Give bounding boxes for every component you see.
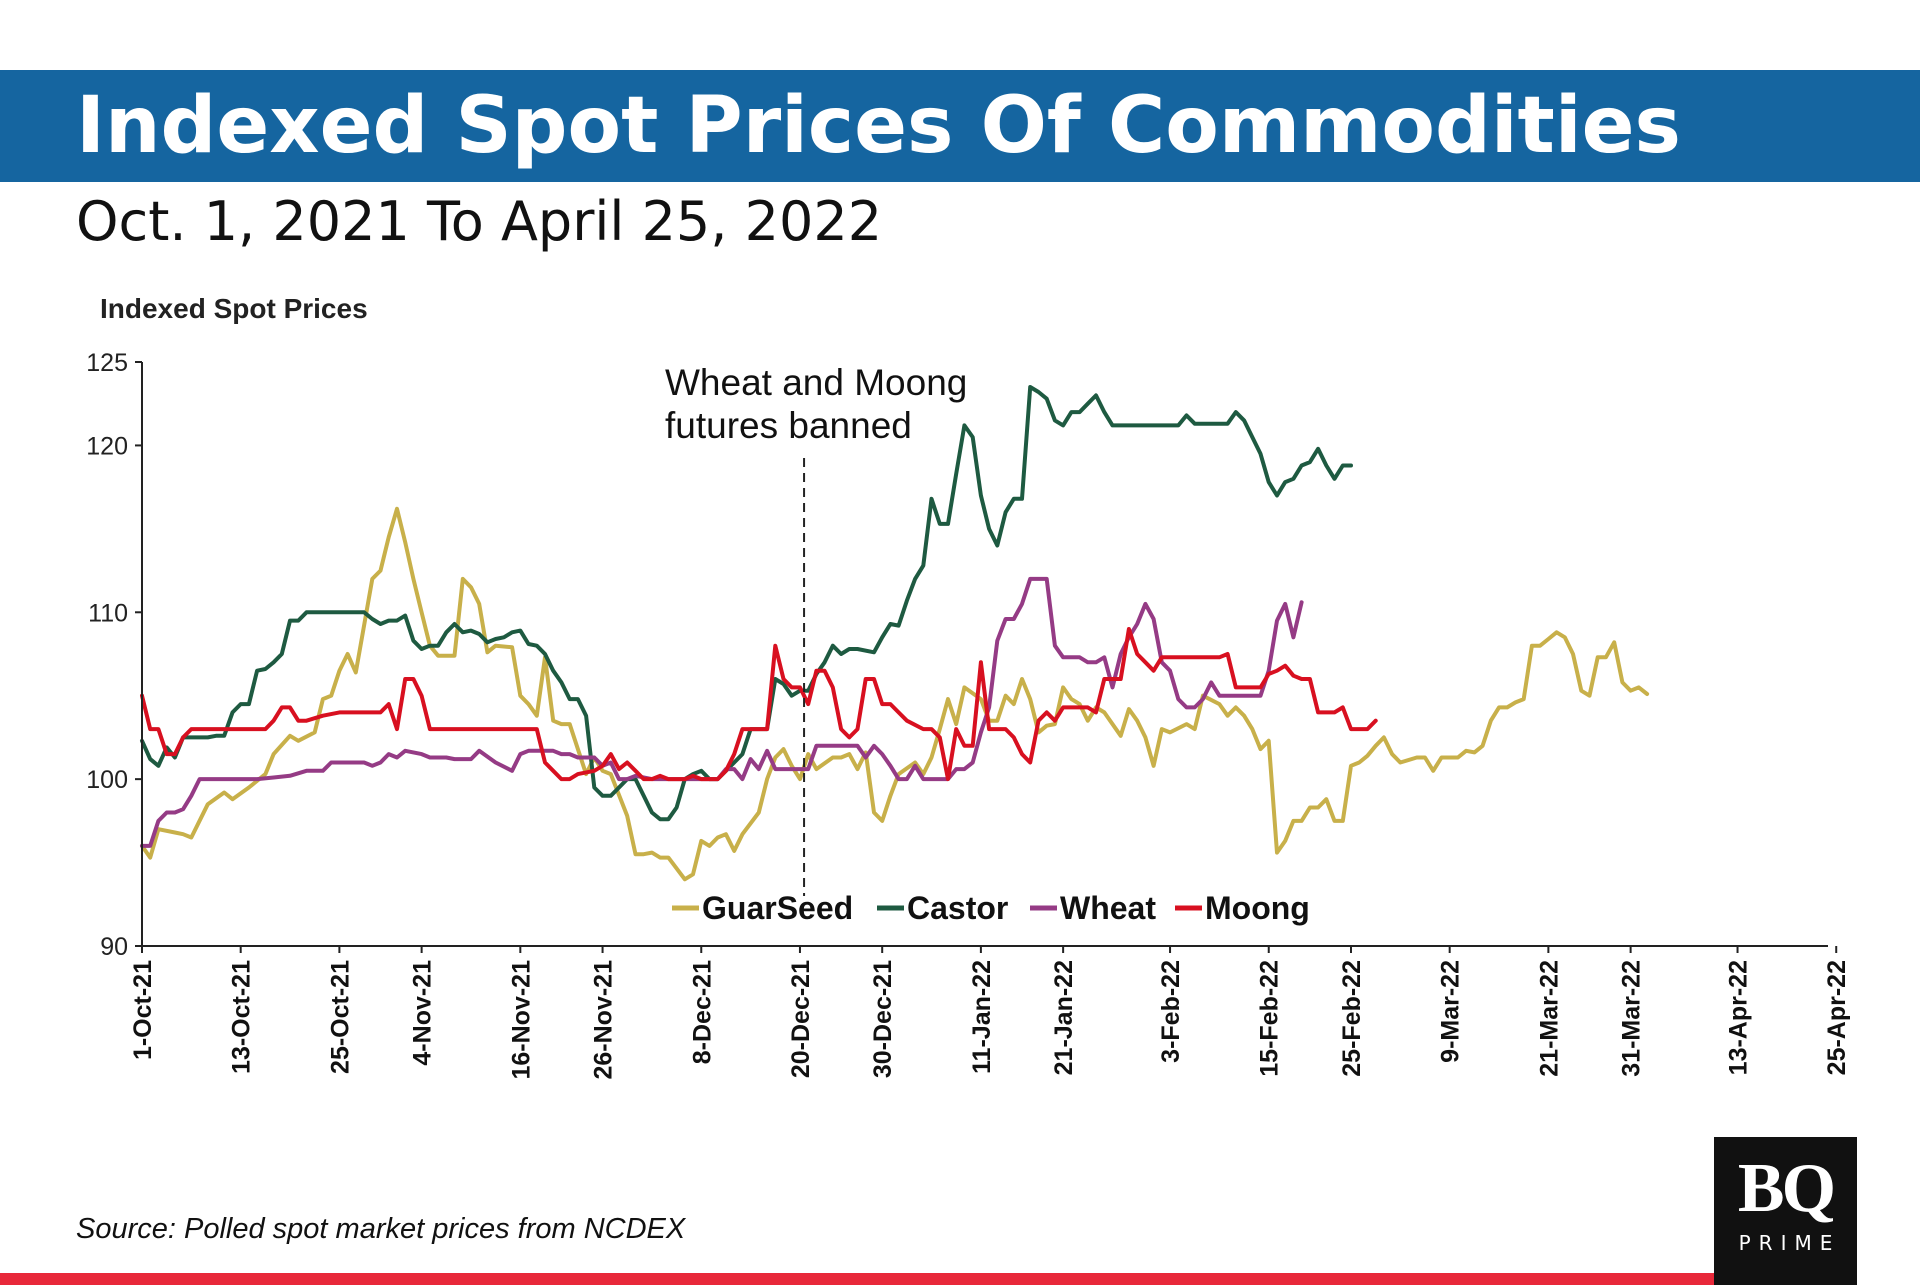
title-banner <box>0 70 1920 182</box>
x-tick-label: 8-Dec-21 <box>688 960 716 1064</box>
x-tick-label: 31-Mar-22 <box>1618 960 1646 1077</box>
page-title: Indexed Spot Prices Of Commodities <box>76 81 1681 171</box>
legend-label-guarseed: GuarSeed <box>702 890 853 926</box>
x-tick-label: 3-Feb-22 <box>1157 960 1185 1063</box>
x-tick-label: 25-Feb-22 <box>1338 960 1366 1077</box>
x-tick-label: 26-Nov-21 <box>590 960 618 1080</box>
legend-label-castor: Castor <box>907 890 1008 926</box>
x-tick-label: 16-Nov-21 <box>507 960 535 1080</box>
x-tick-label: 13-Oct-21 <box>228 960 256 1074</box>
x-tick-label: 20-Dec-21 <box>787 960 815 1078</box>
y-tick-label: 125 <box>86 349 128 377</box>
x-tick-label: 11-Jan-22 <box>968 960 996 1074</box>
x-tick-label: 25-Apr-22 <box>1823 960 1851 1075</box>
y-tick-label: 120 <box>86 432 128 460</box>
y-tick-label: 90 <box>100 933 128 961</box>
x-tick-label: 1-Oct-21 <box>129 960 157 1060</box>
series-line-guarseed <box>140 506 1650 882</box>
x-tick-label: 13-Apr-22 <box>1725 960 1753 1075</box>
logo-mark: BQ <box>1737 1150 1836 1227</box>
x-tick-label: 21-Jan-22 <box>1050 960 1078 1075</box>
footer-accent-bar <box>0 1273 1714 1285</box>
x-tick-label: 25-Oct-21 <box>326 960 354 1074</box>
annotation-text: futures banned <box>665 405 912 446</box>
bq-prime-logo: BQ PRIME <box>1714 1137 1857 1285</box>
page-subtitle: Oct. 1, 2021 To April 25, 2022 <box>76 190 883 253</box>
series-line-castor <box>140 385 1353 822</box>
y-axis-title: Indexed Spot Prices <box>100 293 368 324</box>
x-tick-label: 9-Mar-22 <box>1437 960 1465 1063</box>
series-line-moong <box>140 627 1378 782</box>
logo-subtext: PRIME <box>1738 1231 1841 1255</box>
x-tick-label: 15-Feb-22 <box>1256 960 1284 1077</box>
x-tick-label: 4-Nov-21 <box>409 960 437 1066</box>
y-tick-label: 110 <box>88 599 128 627</box>
x-tick-label: 21-Mar-22 <box>1535 960 1563 1077</box>
annotation-text: Wheat and Moong <box>665 362 967 403</box>
x-tick-label: 30-Dec-21 <box>869 960 897 1078</box>
source-note: Source: Polled spot market prices from N… <box>76 1213 686 1245</box>
legend-label-wheat: Wheat <box>1060 890 1156 926</box>
legend-label-moong: Moong <box>1205 890 1310 926</box>
y-tick-label: 100 <box>86 766 128 794</box>
